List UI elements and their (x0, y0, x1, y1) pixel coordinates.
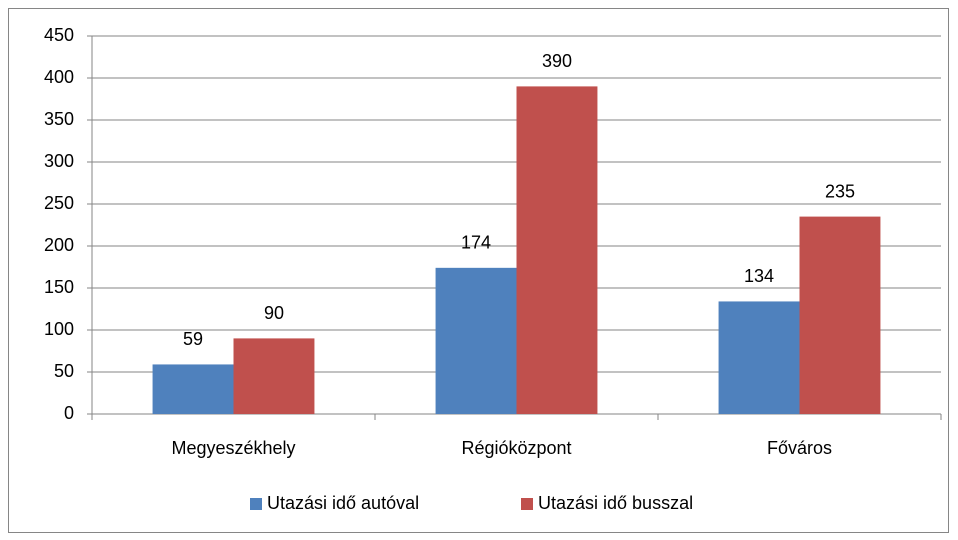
x-tick-label: Régióközpont (461, 438, 571, 458)
y-tick-label: 250 (44, 193, 74, 213)
y-tick-label: 150 (44, 277, 74, 297)
bar (516, 86, 598, 415)
y-tick-label: 300 (44, 151, 74, 171)
data-label: 134 (744, 266, 774, 286)
y-tick-label: 450 (44, 25, 74, 45)
y-tick-label: 50 (54, 361, 74, 381)
legend-swatch (521, 498, 533, 510)
bar (799, 216, 881, 414)
x-tick-label: Főváros (767, 438, 832, 458)
bar (435, 267, 517, 414)
data-label: 235 (825, 181, 855, 201)
legend-label: Utazási idő busszal (538, 493, 693, 513)
data-label: 59 (183, 329, 203, 349)
y-tick-label: 400 (44, 67, 74, 87)
y-tick-label: 350 (44, 109, 74, 129)
y-tick-label: 200 (44, 235, 74, 255)
legend-label: Utazási idő autóval (267, 493, 419, 513)
legend-swatch (250, 498, 262, 510)
y-tick-label: 100 (44, 319, 74, 339)
bar (718, 301, 800, 414)
y-tick-label: 0 (64, 403, 74, 423)
data-label: 390 (542, 51, 572, 71)
bar (233, 338, 315, 414)
x-tick-label: Megyeszékhely (171, 438, 295, 458)
data-label: 174 (461, 233, 491, 253)
bar (152, 364, 234, 414)
data-label: 90 (264, 303, 284, 323)
